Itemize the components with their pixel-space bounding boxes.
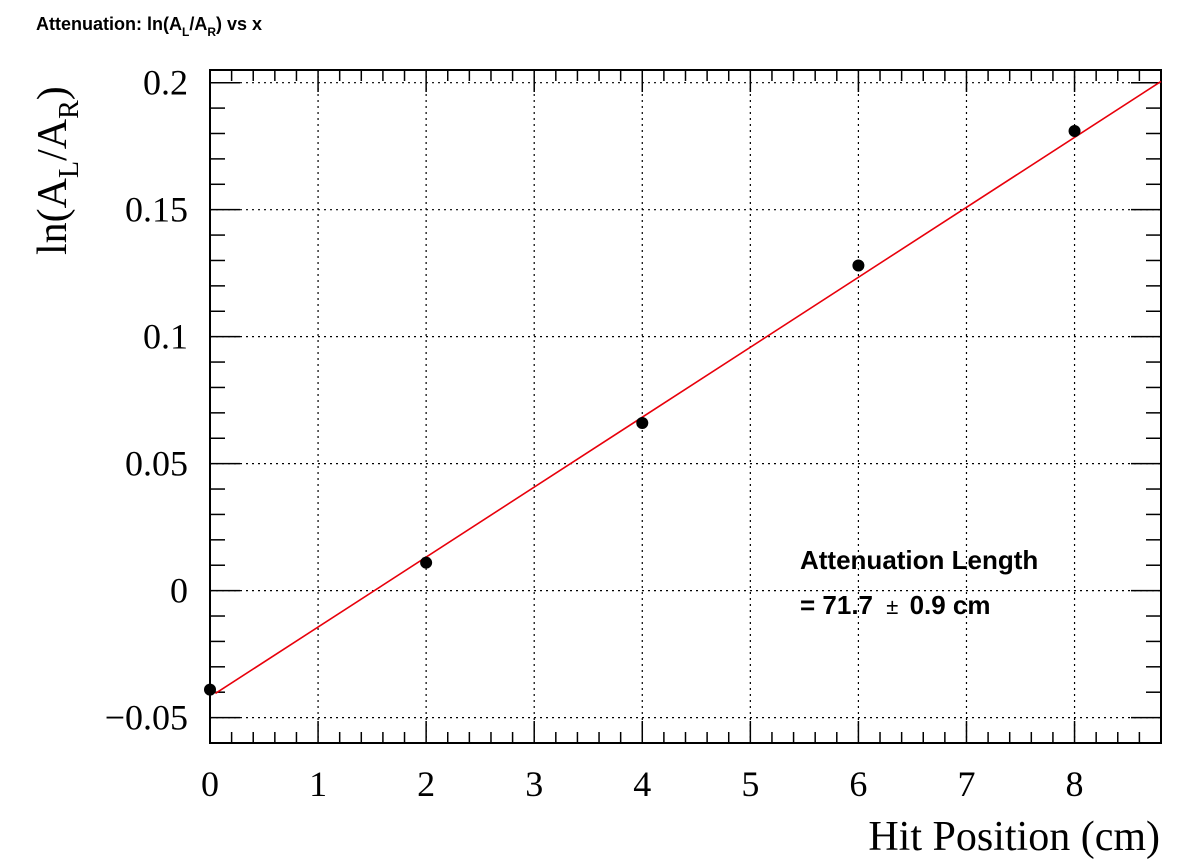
data-point xyxy=(204,683,216,696)
y-tick-label: −0.05 xyxy=(105,698,188,738)
x-tick-label: 0 xyxy=(201,764,219,804)
y-axis-title: ln(AL/AR) xyxy=(30,86,85,255)
y-tick-label: 0 xyxy=(170,571,188,611)
data-point xyxy=(420,556,433,569)
fit-line xyxy=(214,80,1162,695)
x-tick-label: 4 xyxy=(633,764,651,804)
annotation-line-1: Attenuation Length xyxy=(800,545,1038,575)
x-axis-title: Hit Position (cm) xyxy=(868,814,1160,860)
x-tick-label: 7 xyxy=(957,764,975,804)
axis-ticks xyxy=(209,70,1162,744)
chart-title: Attenuation: ln(AL/AR) vs x xyxy=(36,14,262,39)
x-tick-label: 8 xyxy=(1066,764,1084,804)
y-tick-labels: −0.05 0 0.05 0.1 0.15 0.2 xyxy=(105,63,188,738)
x-tick-label: 3 xyxy=(525,764,543,804)
x-tick-labels: 0 1 2 3 4 5 6 7 8 xyxy=(201,764,1084,804)
x-tick-label: 1 xyxy=(309,764,327,804)
plot-frame xyxy=(209,69,1162,744)
data-point xyxy=(636,417,649,430)
y-tick-label: 0.05 xyxy=(125,444,188,484)
y-tick-label: 0.2 xyxy=(143,63,188,103)
grid-lines xyxy=(210,70,1161,743)
y-tick-label: 0.15 xyxy=(125,190,188,230)
annotation-line-2: = 71.7 ± 0.9 cm xyxy=(800,590,991,620)
x-tick-label: 6 xyxy=(849,764,867,804)
x-tick-label: 2 xyxy=(417,764,435,804)
x-tick-label: 5 xyxy=(741,764,759,804)
data-points xyxy=(204,124,1081,696)
y-tick-label: 0.1 xyxy=(143,317,188,357)
data-point xyxy=(852,259,865,272)
data-point xyxy=(1068,124,1081,137)
